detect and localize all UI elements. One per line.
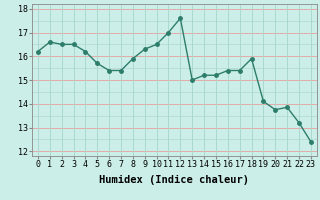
X-axis label: Humidex (Indice chaleur): Humidex (Indice chaleur) [100,175,249,185]
